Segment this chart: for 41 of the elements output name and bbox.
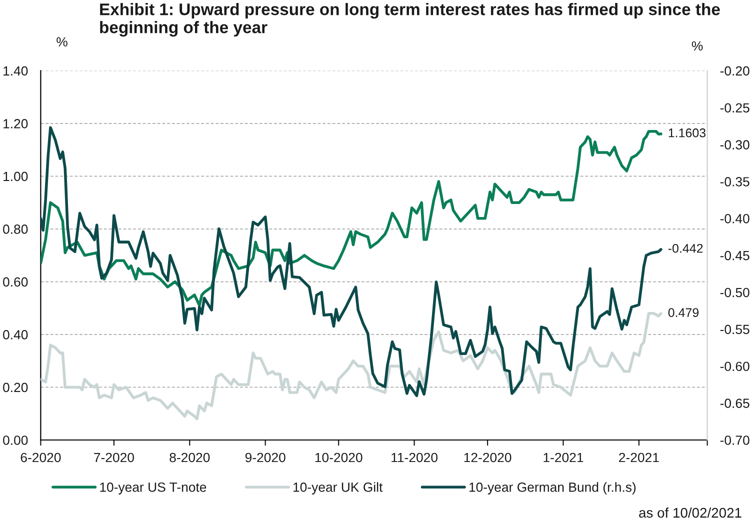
y2-tick-label: -0.60 [720, 362, 750, 372]
y2-tick-label: -0.35 [720, 177, 750, 186]
x-tick-label: 2-2021 [619, 452, 659, 462]
y2-tick-label: -0.25 [720, 103, 750, 113]
y-tick-label: 0.80 [3, 224, 28, 234]
y2-tick-label: -0.55 [720, 324, 750, 334]
y2-tick-label: -0.20 [720, 66, 750, 76]
x-tick-label: 9-2020 [245, 452, 286, 462]
line-series [40, 312, 662, 420]
chart-title: Exhibit 1: Upward pressure on long term interest rates has firmed up since the beginning of the year [100, 3, 720, 37]
y2-tick-label: -0.50 [720, 288, 750, 298]
x-tick-label: 1-2021 [544, 452, 584, 462]
line-series [40, 130, 662, 307]
y2-tick-label: -0.65 [720, 398, 750, 408]
y2-tick-label: -0.30 [720, 140, 750, 150]
y2-tick-label: -0.40 [720, 214, 750, 224]
x-tick-label: 11-2020 [392, 452, 438, 462]
legend-label: 10-year US T-note [100, 482, 206, 494]
y-axis-title: % [56, 37, 68, 46]
x-tick-label: 6-2020 [20, 452, 61, 462]
data-label: 0.479 [668, 308, 699, 317]
x-tick-label: 8-2020 [170, 452, 210, 462]
y-tick-label: 0.60 [3, 277, 28, 287]
line-series [40, 126, 662, 398]
y-tick-label: 1.20 [4, 119, 28, 128]
y-tick-label: 0.00 [3, 436, 28, 445]
data-label: 1.1603 [668, 128, 706, 138]
y2-axis-title: % [692, 41, 703, 51]
x-tick-label: 7-2020 [94, 452, 134, 462]
y-tick-label: 1.40 [4, 66, 28, 76]
y-tick-label: 0.20 [3, 382, 28, 392]
x-tick-label: 12-2020 [464, 452, 512, 462]
y2-tick-label: -0.70 [720, 436, 750, 445]
legend-label: 10-year German Bund (r.h.s) [469, 482, 636, 494]
data-label: -0.442 [668, 244, 703, 253]
x-tick-label: 10-2020 [315, 452, 362, 462]
y-tick-label: 1.00 [4, 172, 28, 182]
legend-label: 10-year UK Gilt [293, 482, 383, 494]
y-tick-label: 0.40 [3, 330, 28, 340]
text: as of 10/02/2021 [639, 508, 742, 518]
y2-tick-label: -0.45 [720, 250, 750, 260]
